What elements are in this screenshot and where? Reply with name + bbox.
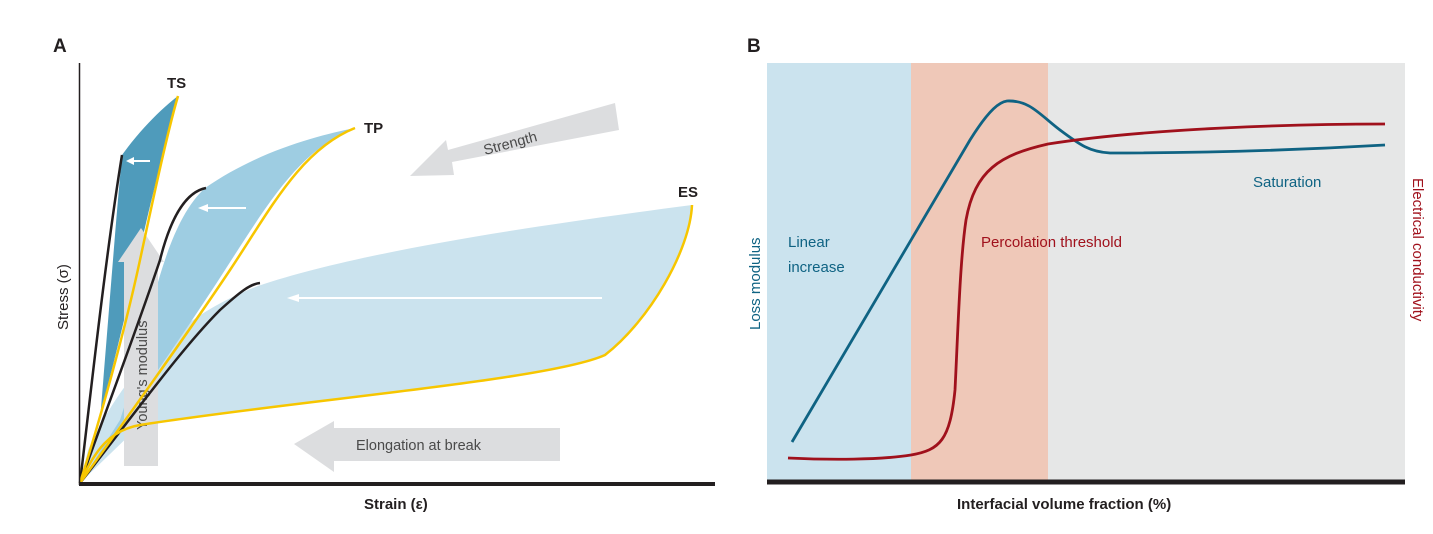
- es-black-line: [79, 281, 261, 484]
- es-region: [80, 205, 692, 483]
- region-linear: [767, 63, 911, 481]
- tp-black-line: [78, 186, 207, 484]
- saturation-label: Saturation: [1253, 174, 1321, 191]
- region-saturation: [1048, 63, 1405, 481]
- es-shift-arrow: [287, 294, 602, 302]
- tp-region: [80, 128, 355, 483]
- elongation-arrow: Elongation at break: [294, 421, 560, 472]
- panel-b-right-title: Electrical conductivity: [1409, 178, 1426, 322]
- percolation-label: Percolation threshold: [981, 234, 1122, 251]
- panel-a: A Young's modulus: [53, 36, 715, 513]
- tp-shift-arrow: [198, 204, 246, 212]
- panel-b: B Linear increase Percolation threshold …: [747, 36, 1426, 513]
- panel-a-label: A: [53, 36, 67, 57]
- panel-a-y-title: Stress (σ): [55, 264, 72, 330]
- panel-b-left-title: Loss modulus: [747, 237, 764, 330]
- elongation-label: Elongation at break: [356, 438, 482, 454]
- es-yellow-line: [78, 204, 694, 484]
- panel-b-label: B: [747, 36, 761, 57]
- tp-label: TP: [364, 120, 383, 137]
- ts-yellow-line: [78, 95, 180, 484]
- ts-black-line: [78, 154, 124, 484]
- youngs-modulus-label: Young's modulus: [135, 321, 151, 430]
- loss-modulus-curve: [790, 99, 1386, 443]
- linear-label-line2: increase: [788, 259, 845, 276]
- tp-yellow-line: [78, 126, 356, 484]
- region-percolation: [911, 63, 1048, 481]
- ts-label: TS: [167, 75, 186, 92]
- ts-shift-arrow: [126, 157, 150, 165]
- panel-a-x-title: Strain (ε): [364, 496, 428, 513]
- panel-b-x-title: Interfacial volume fraction (%): [957, 496, 1171, 513]
- conductivity-curve: [787, 122, 1386, 461]
- linear-label-line1: Linear: [788, 234, 830, 251]
- strength-arrow: Strength: [410, 103, 619, 176]
- es-label: ES: [678, 184, 698, 201]
